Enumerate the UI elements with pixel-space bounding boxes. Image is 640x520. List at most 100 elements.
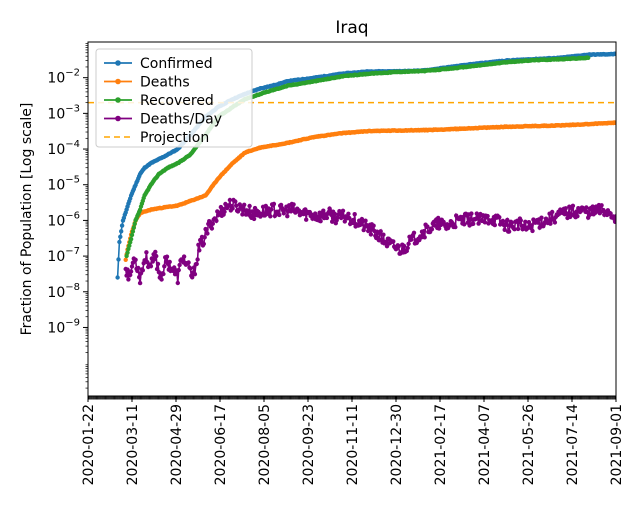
series-confirmed-point — [613, 51, 616, 57]
series-confirmed-point — [117, 239, 122, 245]
series-deaths-day-point — [505, 217, 510, 223]
y-tick-exponent: −6 — [65, 210, 80, 221]
series-deaths-day-point — [204, 227, 209, 232]
series-deaths-day-point — [453, 224, 458, 230]
series-deaths-day-point — [177, 262, 182, 268]
legend-label-deaths-day: Deaths/Day — [140, 112, 222, 128]
series-deaths-day-point — [584, 205, 589, 210]
series-deaths-day-point — [234, 203, 239, 208]
series-deaths-day-point — [197, 248, 202, 253]
axes: 2020-01-22 2020-03-11 2020-04-29 2020-06-17… — [47, 41, 625, 485]
series-deaths-day-point — [552, 220, 558, 225]
legend-label-deaths: Deaths — [140, 75, 190, 91]
series-deaths-day-point — [406, 241, 411, 246]
series-deaths-day-point — [324, 215, 330, 221]
series-deaths-day-point — [608, 211, 613, 216]
x-tick-label: 2020-08-05 — [257, 404, 273, 485]
series-deaths-day-point — [500, 218, 506, 224]
series-deaths-day-point — [176, 267, 181, 273]
series-deaths-day-point — [154, 253, 159, 259]
x-tick-label: 2020-04-29 — [169, 404, 185, 485]
series-deaths-day-point — [210, 221, 215, 226]
series-deaths-day-point — [539, 215, 544, 220]
series-deaths-day-point — [222, 209, 227, 214]
series-deaths-day-point — [144, 250, 149, 255]
series-deaths-day-point — [366, 226, 372, 232]
series-deaths-day-point — [492, 222, 497, 228]
series-recovered-point — [127, 243, 132, 248]
series-deaths-day-point — [476, 221, 481, 226]
series-deaths-day-point — [612, 219, 616, 224]
series-deaths-day-point — [137, 275, 142, 280]
series-deaths-day-point — [405, 245, 410, 251]
series-deaths-day-point — [340, 208, 346, 213]
y-tick-label: 10−7 — [47, 246, 80, 265]
x-tick-label: 2020-12-30 — [389, 404, 405, 485]
legend-label-recovered: Recovered — [140, 93, 214, 109]
series-deaths-day-point — [509, 220, 514, 225]
series-deaths-day-point — [469, 211, 474, 216]
series-recovered-point — [124, 253, 129, 259]
legend-marker-recovered — [115, 97, 121, 103]
series-deaths-day-point — [352, 212, 357, 217]
series-deaths-day-point — [342, 219, 347, 224]
series-deaths-day-point — [347, 215, 352, 221]
series-deaths-day-point — [332, 211, 338, 217]
series-deaths-day-point — [599, 203, 604, 208]
series-deaths-day-point — [128, 272, 133, 278]
series-deaths-day-point — [502, 227, 507, 232]
y-tick-exponent: −7 — [65, 246, 80, 257]
series-deaths-day-point — [422, 235, 427, 240]
series-deaths-day-point — [209, 226, 215, 231]
series-deaths-day-point — [227, 197, 233, 203]
series-deaths-day-point — [346, 211, 351, 216]
y-tick-label: 10−6 — [47, 210, 80, 229]
series-deaths-day-point — [251, 216, 257, 222]
series-deaths-day-point — [381, 232, 386, 237]
series-deaths-day-point — [155, 261, 161, 267]
series-recovered-point — [125, 250, 130, 255]
y-tick-exponent: −5 — [65, 175, 80, 186]
series-deaths-day-point — [358, 222, 364, 227]
y-tick-exponent: −2 — [65, 68, 80, 79]
series-deaths-day-point — [137, 280, 143, 286]
series-deaths-day-point — [133, 257, 138, 262]
series-deaths-day-point — [548, 221, 553, 226]
x-tick-label: 2021-02-17 — [433, 404, 449, 485]
legend-label-projection: Projection — [140, 130, 209, 146]
series-deaths-day-point — [401, 243, 407, 249]
series-deaths-day-point — [550, 209, 555, 215]
series-deaths-day-point — [192, 272, 198, 277]
x-tick-label: 2020-03-11 — [125, 404, 141, 485]
series-deaths-day-point — [291, 202, 296, 207]
series-deaths-day-point — [201, 241, 206, 247]
series-deaths-day-point — [462, 222, 467, 227]
series-deaths-day-point — [277, 212, 282, 218]
y-tick-label: 10−8 — [47, 282, 80, 301]
series-deaths-day-point — [162, 264, 167, 269]
series-deaths-day-point — [468, 217, 473, 222]
y-tick-base: 10 — [47, 142, 65, 158]
y-tick-base: 10 — [47, 106, 65, 122]
series-deaths-day-point — [515, 226, 521, 232]
legend-marker-deaths — [115, 78, 121, 85]
chart-title: Iraq — [335, 18, 368, 38]
legend-marker-deaths-day — [115, 115, 121, 122]
series-deaths-day-point — [214, 218, 219, 223]
series-deaths-day-point — [202, 235, 207, 240]
series-deaths-day-point — [497, 215, 502, 220]
series-deaths-day-point — [482, 220, 488, 225]
series-deaths-day-point — [409, 237, 414, 242]
y-axis-label: Fraction of Population [Log scale] — [19, 103, 35, 336]
series-deaths-day-point — [318, 219, 323, 224]
y-tick-base: 10 — [47, 285, 65, 301]
y-tick-label: 10−4 — [47, 139, 80, 158]
series-deaths-day-point — [570, 203, 576, 208]
series-deaths-day-point — [512, 227, 517, 232]
series-deaths-day-point — [363, 218, 368, 223]
series-deaths-day-point — [421, 229, 426, 234]
series-deaths-day-point — [396, 244, 401, 249]
legend: Confirmed Deaths Recovered Deaths/Day Projec… — [95, 48, 253, 148]
series-deaths-day-point — [181, 254, 187, 259]
series-deaths-day-point — [503, 222, 508, 228]
